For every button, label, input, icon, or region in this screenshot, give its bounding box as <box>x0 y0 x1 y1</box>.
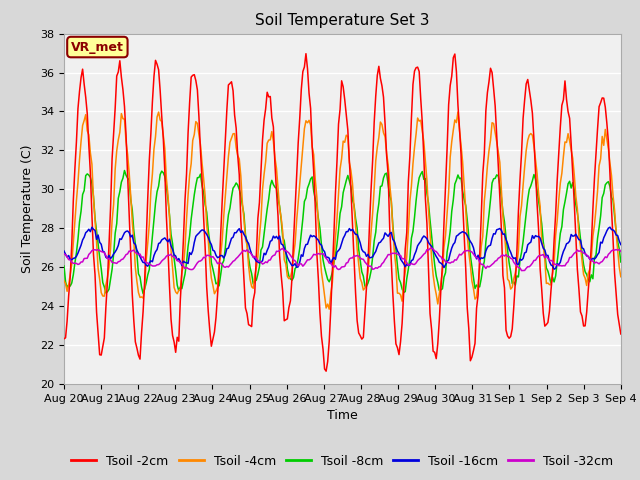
Y-axis label: Soil Temperature (C): Soil Temperature (C) <box>22 144 35 273</box>
Legend: Tsoil -2cm, Tsoil -4cm, Tsoil -8cm, Tsoil -16cm, Tsoil -32cm: Tsoil -2cm, Tsoil -4cm, Tsoil -8cm, Tsoi… <box>67 450 618 473</box>
Text: VR_met: VR_met <box>71 40 124 54</box>
X-axis label: Time: Time <box>327 409 358 422</box>
Title: Soil Temperature Set 3: Soil Temperature Set 3 <box>255 13 429 28</box>
